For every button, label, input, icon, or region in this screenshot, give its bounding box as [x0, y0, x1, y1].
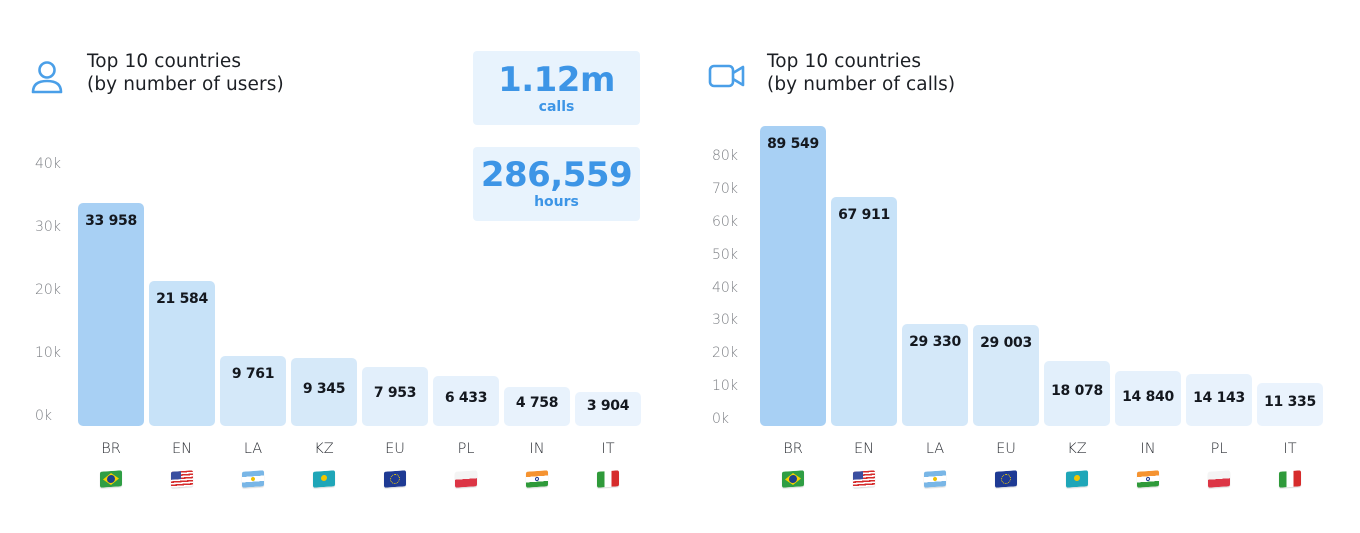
users-chart-title: Top 10 countries (by number of users): [87, 50, 284, 96]
bar-en[interactable]: 21 584: [149, 281, 215, 426]
title-line-2: (by number of users): [87, 74, 284, 95]
x-axis-label-in: IN: [1140, 441, 1156, 457]
bar-eu[interactable]: 7 953: [362, 366, 428, 426]
calls-stat-label: calls: [538, 99, 575, 115]
x-axis-label-la: LA: [925, 441, 945, 457]
hours-stat-label: hours: [534, 194, 579, 210]
y-tick-label: 30k: [712, 312, 738, 329]
title-line-1: Top 10 countries: [767, 51, 922, 72]
hours-stat-value: 286,559: [480, 155, 633, 195]
users-chart-header: Top 10 countries (by number of users): [27, 50, 284, 96]
calls-stat-card: 1.12m calls: [473, 51, 640, 125]
y-tick-label: 0k: [712, 411, 730, 427]
calls-chart-panel: Top 10 countries (by number of calls) 0k…: [680, 0, 1360, 533]
bar-la[interactable]: 29 330: [902, 323, 968, 426]
y-tick-label: 60k: [712, 213, 738, 230]
x-axis-label-pl: PL: [1210, 441, 1228, 457]
x-axis-label-eu: EU: [996, 441, 1016, 457]
bar-value-label: 29 330: [909, 333, 961, 350]
calls-stat-value: 1.12m: [498, 60, 615, 100]
title-line-2: (by number of calls): [767, 74, 956, 95]
brazil-flag-icon: [782, 470, 804, 488]
bar-in[interactable]: 4 758: [504, 387, 570, 426]
x-axis-label-en: EN: [853, 441, 874, 457]
x-axis-label-kz: KZ: [1067, 441, 1087, 457]
bar-in[interactable]: 14 840: [1115, 371, 1181, 426]
users-chart-panel: Top 10 countries (by number of users) 1.…: [27, 50, 641, 488]
india-flag-icon: [526, 470, 548, 488]
eu-flag-icon: [995, 470, 1017, 488]
bar-en[interactable]: 67 911: [831, 196, 897, 426]
x-axis-label-it: IT: [1283, 441, 1297, 457]
bar-br[interactable]: 33 958: [78, 203, 144, 426]
y-tick-label: 50k: [712, 246, 738, 263]
bar-pl[interactable]: 6 433: [433, 376, 499, 426]
bar-value-label: 6 433: [444, 389, 488, 406]
hours-stat-card: 286,559 hours: [473, 147, 640, 221]
x-axis-label-eu: EU: [385, 441, 405, 457]
x-axis-label-it: IT: [601, 441, 615, 457]
bar-la[interactable]: 9 761: [220, 355, 286, 426]
bar-pl[interactable]: 14 143: [1186, 373, 1252, 426]
x-axis-label-pl: PL: [457, 441, 475, 457]
user-icon: [31, 61, 63, 94]
x-axis-label-br: BR: [101, 441, 121, 457]
y-tick-label: 10k: [712, 378, 738, 395]
bar-value-label: 29 003: [980, 334, 1032, 351]
bar-value-label: 7 953: [373, 384, 417, 401]
y-tick-label: 80k: [712, 148, 738, 164]
y-tick-label: 20k: [712, 345, 738, 362]
bar-br[interactable]: 89 549: [760, 125, 826, 426]
bar-value-label: 21 584: [156, 291, 208, 308]
kazakhstan-flag-icon: [1066, 470, 1088, 488]
video-camera-icon: [708, 64, 745, 88]
italy-flag-icon: [597, 470, 619, 488]
y-tick-label: 0k: [35, 408, 53, 424]
bar-it[interactable]: 11 335: [1257, 382, 1323, 426]
y-tick-label: 30k: [35, 219, 61, 235]
bar-eu[interactable]: 29 003: [973, 324, 1039, 426]
y-tick-label: 40k: [712, 279, 738, 296]
bar-kz[interactable]: 18 078: [1044, 360, 1110, 426]
x-axis-label-la: LA: [243, 441, 263, 457]
bar-value-label: 67 911: [838, 206, 890, 223]
argentina-flag-icon: [242, 470, 264, 488]
bar-it[interactable]: 3 904: [575, 392, 641, 426]
calls-chart-title: Top 10 countries (by number of calls): [767, 50, 955, 96]
y-tick-label: 40k: [35, 156, 61, 172]
bar-value-label: 89 549: [767, 135, 819, 152]
y-tick-label: 10k: [35, 345, 61, 361]
bar-value-label: 9 345: [302, 380, 346, 397]
usa-flag-icon: [853, 470, 875, 488]
bar-value-label: 18 078: [1051, 383, 1103, 400]
y-tick-label: 70k: [712, 180, 738, 197]
india-flag-icon: [1137, 470, 1159, 488]
poland-flag-icon: [455, 470, 477, 488]
bar-value-label: 33 958: [85, 213, 137, 230]
usa-flag-icon: [171, 470, 193, 488]
kazakhstan-flag-icon: [313, 470, 335, 488]
bar-value-label: 11 335: [1264, 394, 1316, 411]
title-line-1: Top 10 countries: [87, 51, 242, 72]
x-axis-label-en: EN: [171, 441, 192, 457]
brazil-flag-icon: [100, 470, 122, 488]
bar-value-label: 14 143: [1193, 389, 1245, 406]
bar-value-label: 3 904: [586, 397, 630, 414]
bar-value-label: 9 761: [231, 365, 275, 382]
y-tick-label: 20k: [35, 282, 61, 298]
bar-value-label: 14 840: [1122, 388, 1174, 405]
bar-kz[interactable]: 9 345: [291, 358, 357, 426]
poland-flag-icon: [1208, 470, 1230, 488]
calls-chart-header: Top 10 countries (by number of calls): [707, 50, 955, 96]
eu-flag-icon: [384, 470, 406, 488]
italy-flag-icon: [1279, 470, 1301, 488]
argentina-flag-icon: [924, 470, 946, 488]
x-axis-label-kz: KZ: [314, 441, 334, 457]
x-axis-label-in: IN: [529, 441, 545, 457]
x-axis-label-br: BR: [783, 441, 803, 457]
bar-value-label: 4 758: [515, 395, 559, 411]
